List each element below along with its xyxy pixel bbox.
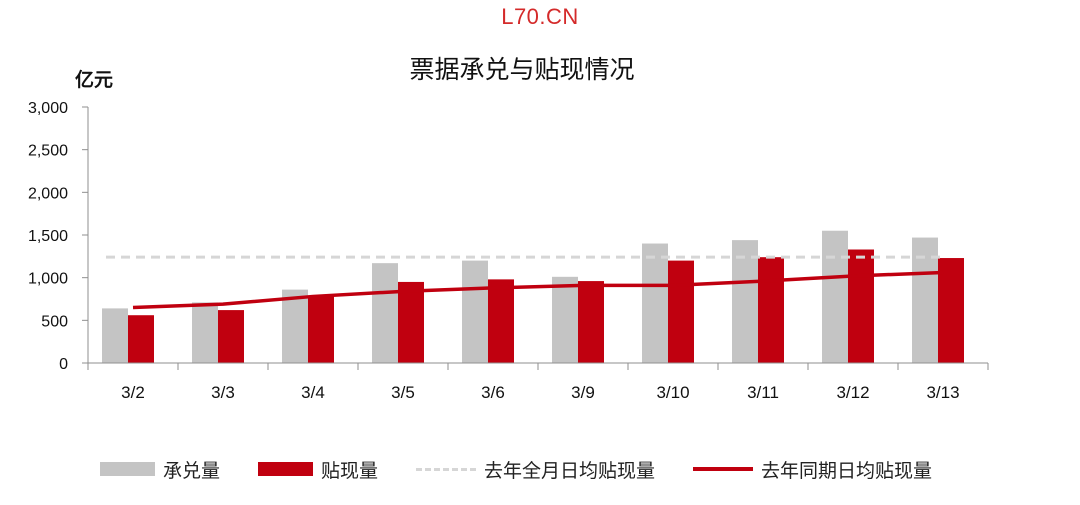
legend-item-discount: 贴现量 bbox=[258, 456, 378, 483]
bar-acceptance bbox=[732, 240, 758, 363]
x-tick-label: 3/11 bbox=[747, 383, 779, 402]
bar-discount bbox=[668, 260, 694, 363]
bar-acceptance bbox=[282, 289, 308, 363]
x-tick-label: 3/6 bbox=[481, 383, 505, 402]
legend-swatch-avg-full-month bbox=[416, 467, 477, 471]
x-tick-label: 3/3 bbox=[211, 383, 235, 402]
bar-line-chart: 票据承兑与贴现情况 亿元 0 500 1,000 1,500 2,000 2,500 3,000… bbox=[28, 55, 989, 402]
bar-acceptance bbox=[102, 308, 128, 363]
x-tick-label: 3/13 bbox=[926, 383, 959, 402]
bar-acceptance bbox=[192, 302, 218, 363]
x-tick-label: 3/2 bbox=[121, 383, 145, 402]
bar-acceptance bbox=[642, 243, 668, 363]
x-tick-label: 3/9 bbox=[571, 383, 595, 402]
bar-discount bbox=[128, 315, 154, 363]
legend-label-avg-full-month: 去年全月日均贴现量 bbox=[484, 459, 656, 482]
legend-swatch-discount bbox=[258, 462, 314, 476]
legend-item-avg-full-month: 去年全月日均贴现量 bbox=[416, 456, 655, 483]
bar-discount bbox=[848, 249, 874, 363]
y-tick-label: 2,500 bbox=[28, 143, 68, 160]
bar-acceptance bbox=[372, 263, 398, 363]
line-avg-same-period bbox=[132, 270, 944, 310]
chart-legend: 承兑量 贴现量 去年全月日均贴现量 去年同期日均贴现量 bbox=[100, 455, 970, 483]
y-tick-label: 0 bbox=[59, 356, 68, 373]
bar-discount bbox=[578, 281, 604, 363]
chart-title: 票据承兑与贴现情况 bbox=[409, 55, 634, 84]
x-tick-label: 3/5 bbox=[391, 383, 415, 402]
bar-discount bbox=[938, 258, 964, 363]
y-tick-label: 2,000 bbox=[28, 185, 68, 202]
legend-swatch-acceptance bbox=[100, 462, 155, 476]
legend-swatch-avg-same-period bbox=[693, 467, 754, 471]
x-tick-label: 3/10 bbox=[656, 383, 689, 402]
bar-acceptance bbox=[552, 276, 578, 363]
bar-acceptance bbox=[462, 260, 488, 363]
y-tick-label: 3,000 bbox=[28, 100, 68, 117]
bar-acceptance bbox=[822, 230, 848, 363]
legend-item-avg-same-period: 去年同期日均贴现量 bbox=[693, 456, 932, 483]
bar-discount bbox=[218, 310, 244, 363]
legend-label-discount: 贴现量 bbox=[321, 459, 379, 482]
y-axis-label: 亿元 bbox=[75, 68, 113, 91]
y-tick-label: 1,500 bbox=[28, 228, 68, 245]
legend-item-acceptance: 承兑量 bbox=[100, 456, 220, 483]
y-tick-label: 1,000 bbox=[28, 271, 68, 288]
bar-discount bbox=[308, 296, 334, 363]
x-tick-label: 3/12 bbox=[836, 383, 869, 402]
bar-discount bbox=[398, 281, 424, 363]
bar-discount bbox=[758, 257, 784, 363]
y-tick-label: 500 bbox=[41, 313, 68, 330]
legend-label-avg-same-period: 去年同期日均贴现量 bbox=[761, 459, 933, 482]
watermark-text: L70.CN bbox=[501, 4, 579, 29]
x-tick-label: 3/4 bbox=[301, 383, 325, 402]
legend-label-acceptance: 承兑量 bbox=[163, 459, 221, 482]
bar-discount bbox=[488, 279, 514, 363]
